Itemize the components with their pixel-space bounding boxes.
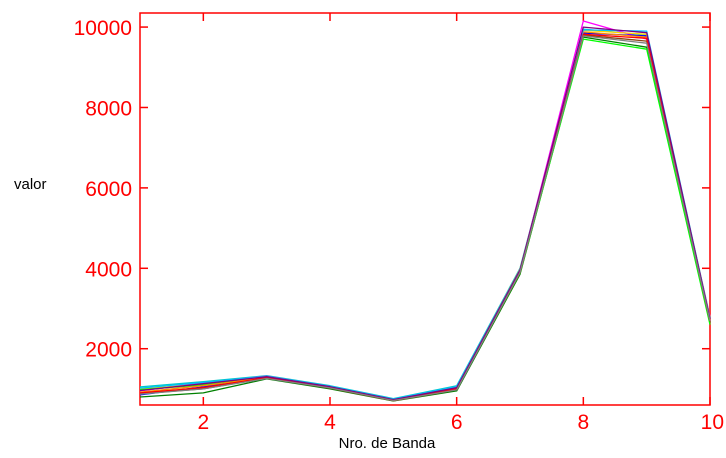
series-line-6: [139, 38, 711, 402]
series-line-8: [139, 29, 711, 400]
y-tick-label: 4000: [85, 258, 132, 281]
series-line-5: [139, 29, 711, 401]
series-line-4: [139, 36, 711, 402]
x-axis-label: Nro. de Banda: [339, 435, 436, 452]
series-lines: [139, 20, 711, 402]
y-tick-label: 6000: [85, 178, 132, 201]
series-line-7: [139, 31, 711, 401]
x-tick-label: 2: [197, 411, 209, 434]
x-axis: 2 4 6 8 10: [197, 13, 724, 434]
plot-frame: [139, 12, 711, 406]
x-tick-label: 8: [577, 411, 589, 434]
y-axis: 2000 4000 6000 8000 10000: [74, 17, 710, 362]
y-tick-label: 8000: [85, 97, 132, 120]
series-line-12: [139, 35, 711, 402]
series-line-9: [139, 34, 711, 402]
series-line-11: [139, 26, 711, 401]
x-tick-label: 4: [324, 411, 336, 434]
y-tick-label: 2000: [85, 339, 132, 362]
series-line-1: [139, 28, 711, 400]
y-axis-label: valor: [14, 176, 47, 193]
y-tick-label: 10000: [74, 17, 132, 40]
series-line-3: [139, 32, 711, 401]
series-line-2: [139, 20, 711, 401]
x-tick-label: 10: [701, 411, 724, 434]
x-tick-label: 6: [451, 411, 463, 434]
series-line-10: [139, 33, 711, 402]
